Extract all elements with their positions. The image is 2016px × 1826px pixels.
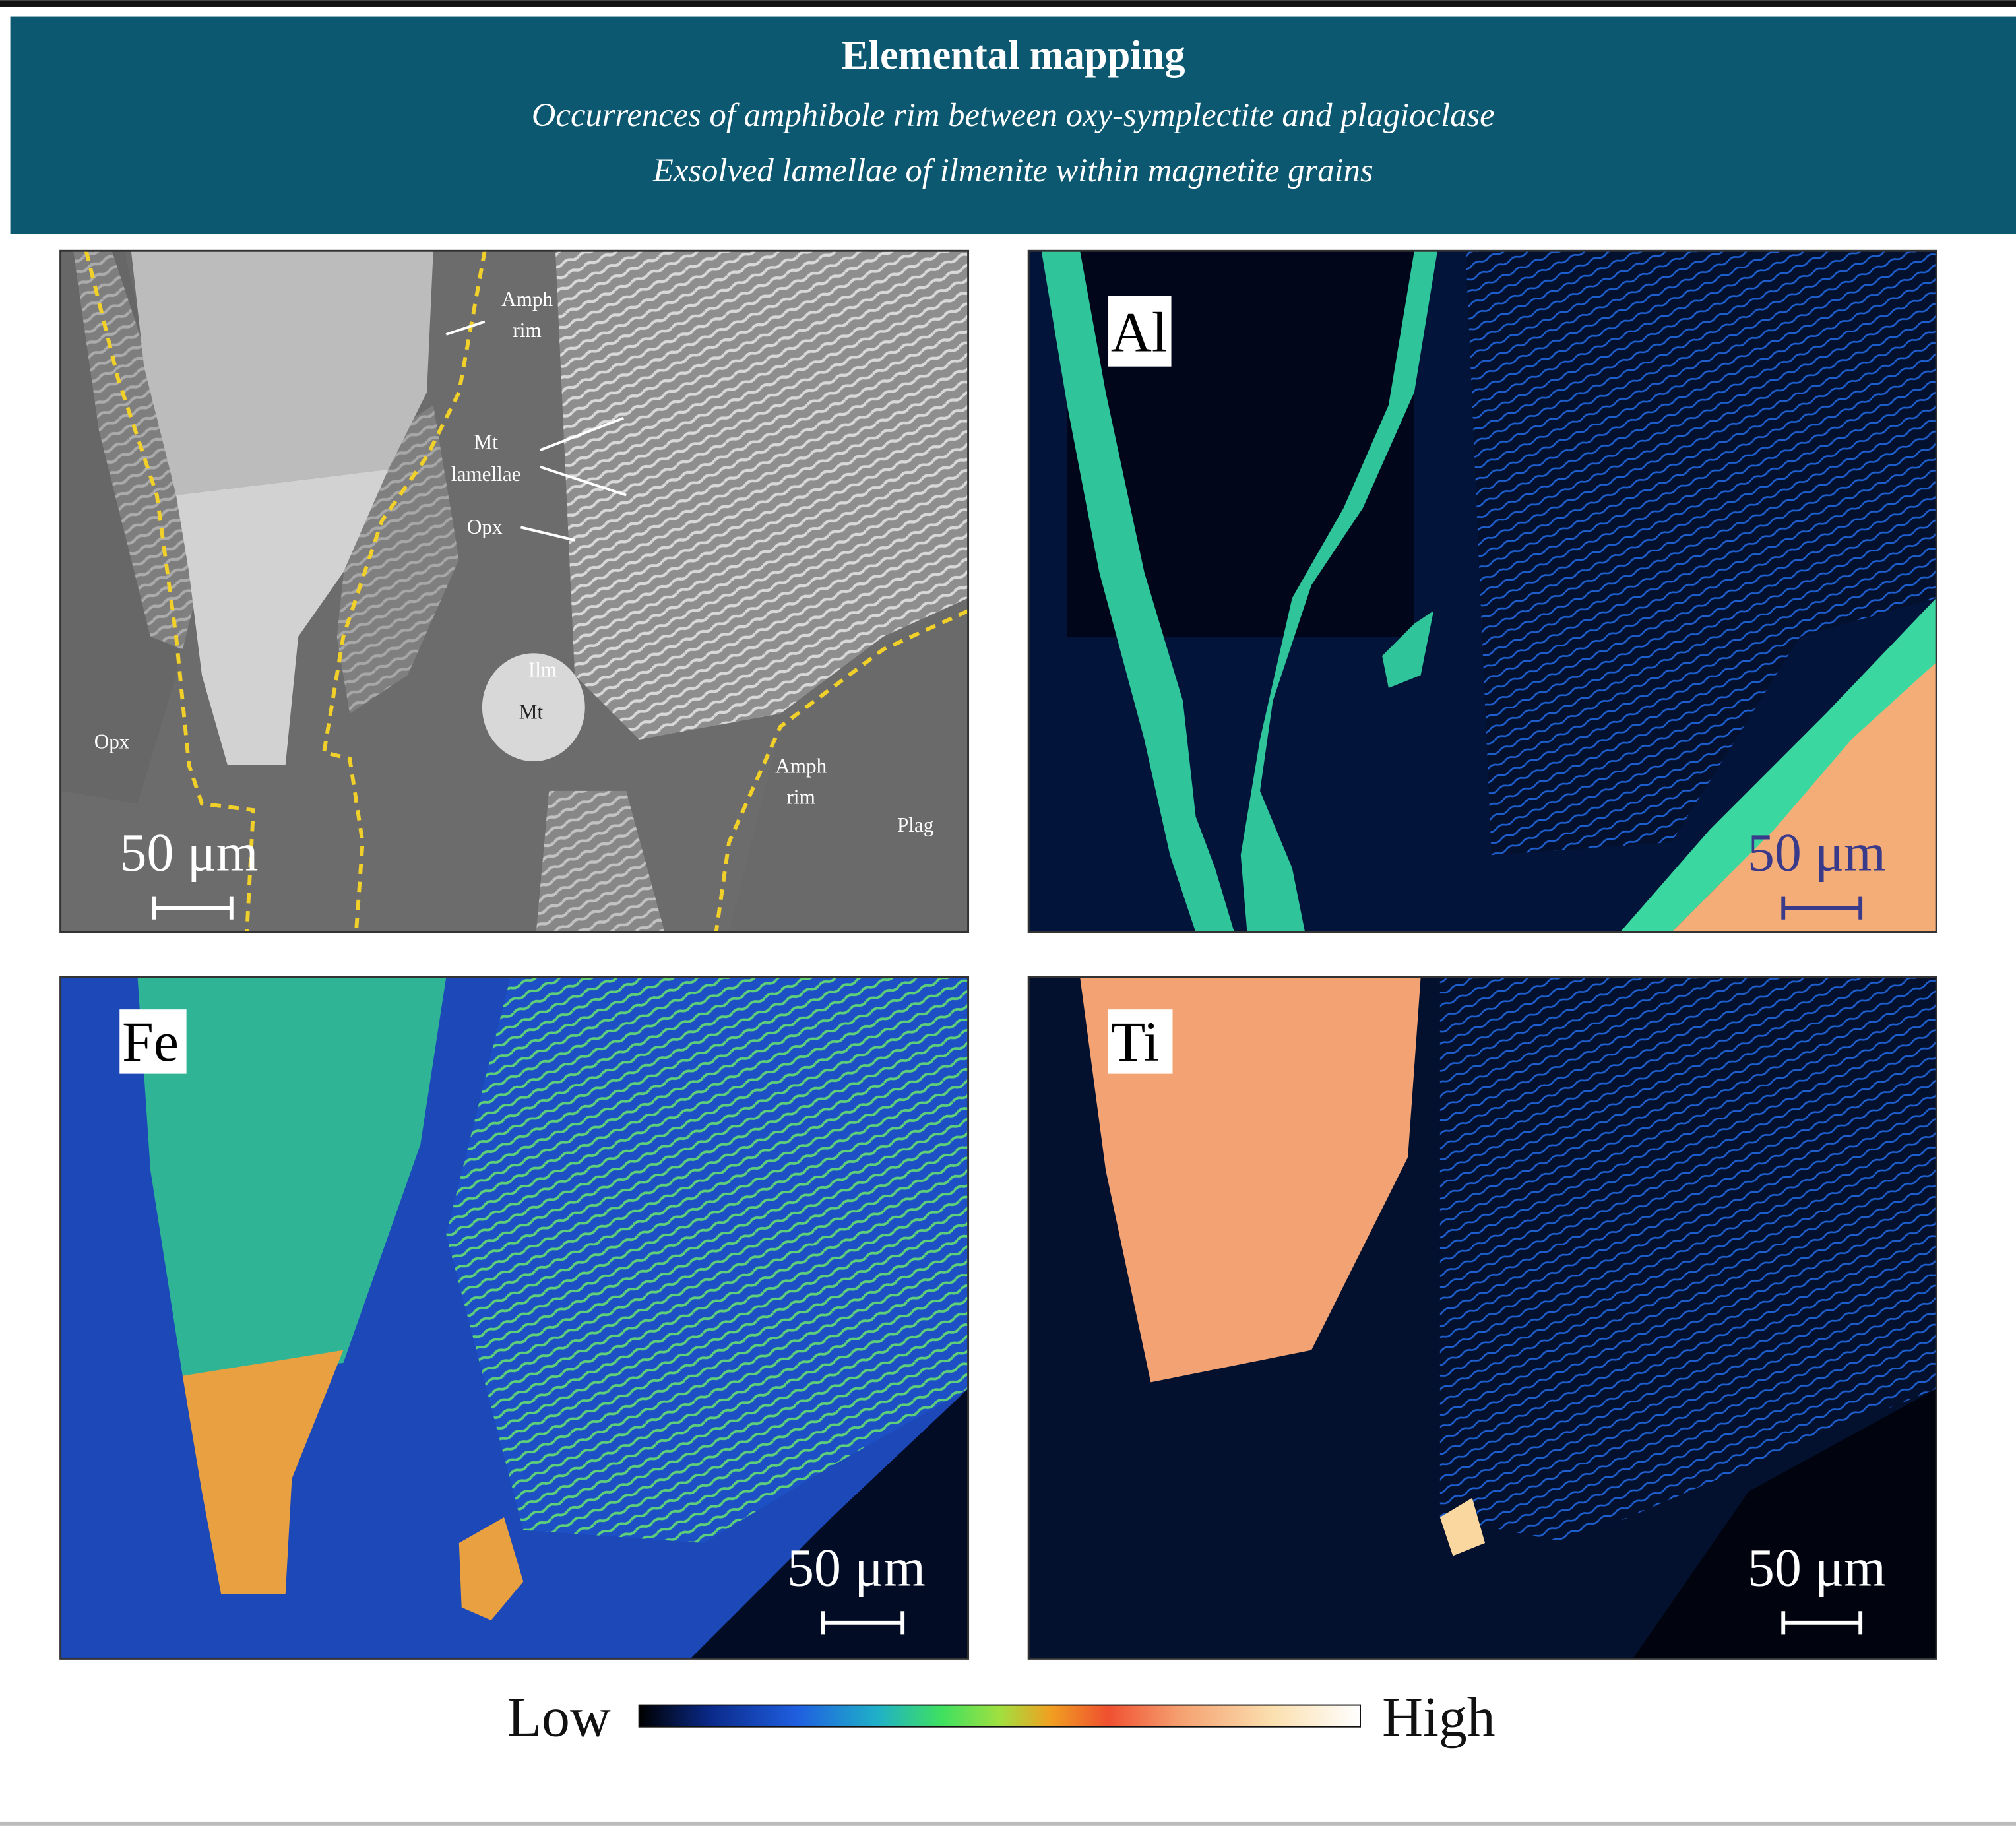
scale-label: 50 μm [1748,823,1886,883]
annotation: Plag [897,813,933,836]
fe-panel: Fe 50 μm [61,977,968,1658]
header-subtitle: Occurrences of amphibole rim between oxy… [532,96,1495,133]
colorbar [639,1705,1360,1727]
header-subtitle: Exsolved lamellae of ilmenite within mag… [652,152,1373,189]
scale-label: 50 μm [1748,1537,1886,1597]
figure: Elemental mapping Occurrences of amphibo… [0,0,2016,1826]
ti-panel: Ti 50 μm [1028,977,1936,1658]
colorbar-high: High [1382,1685,1496,1748]
scale-label: 50 μm [120,823,259,883]
annotation: Mt [519,701,544,724]
colorbar-low: Low [507,1685,611,1748]
panel-label: Fe [122,1011,179,1073]
annotation: Opx [94,730,130,753]
bottom-rule [0,1822,2016,1826]
top-rule [0,0,2016,7]
panel-label: Ti [1111,1011,1159,1073]
scale-label: 50 μm [787,1537,926,1597]
header-title: Elemental mapping [841,32,1185,78]
al-panel: Al 50 μm [1028,251,1936,932]
panel-label: Al [1111,301,1168,363]
annotation: Ilm [528,658,557,681]
annotation: Opx [467,515,503,538]
